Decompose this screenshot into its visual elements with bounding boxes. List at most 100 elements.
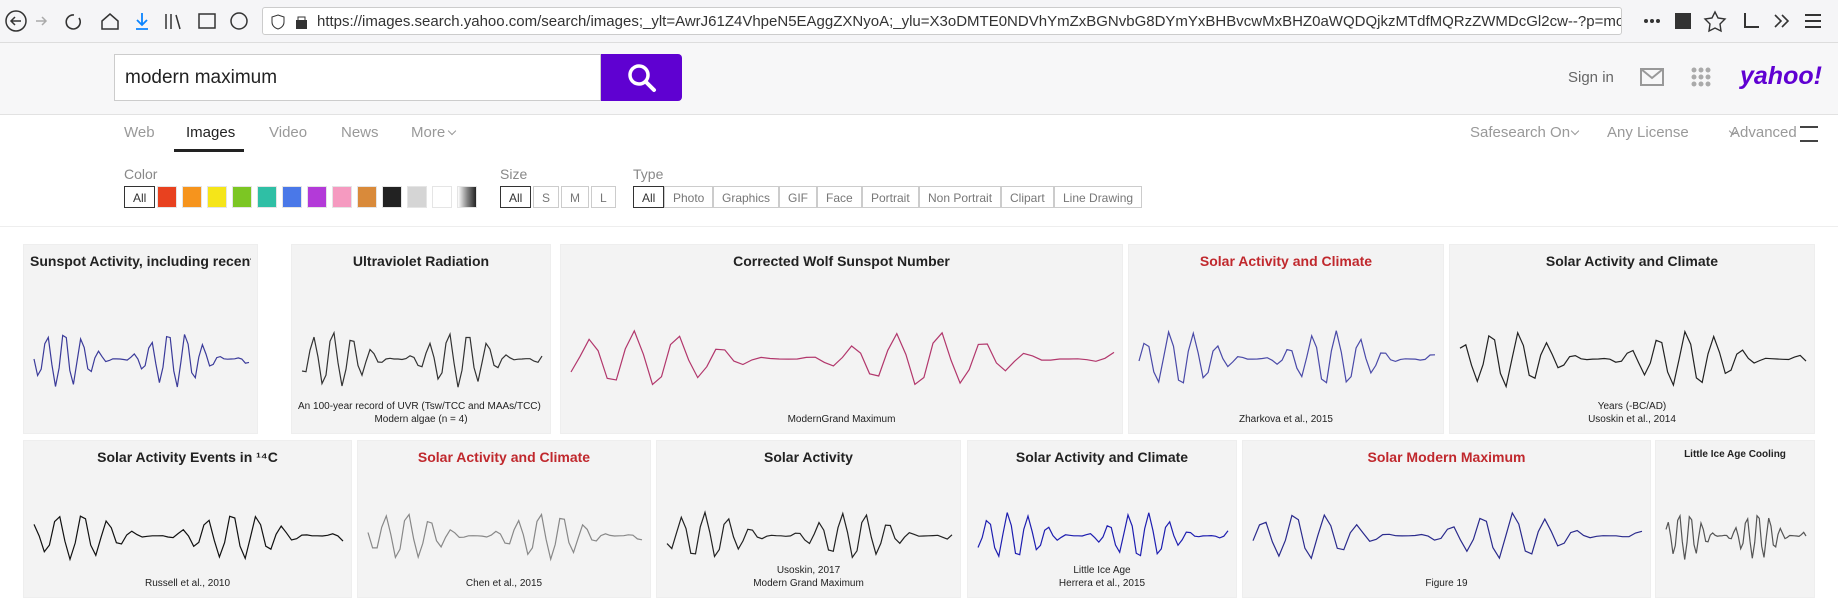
menu-icon[interactable] [1800,126,1818,142]
filter-label: Type [633,166,664,182]
size-option[interactable]: All [500,186,532,208]
color-swatch[interactable] [232,186,252,208]
divider [0,226,1838,227]
thumbnail-caption: Figure 19 [1425,578,1468,589]
thumbnail[interactable]: Solar Activity and Climate Chen et al., 2… [357,440,651,598]
type-option[interactable]: Photo [664,186,714,208]
thumbnail[interactable]: Solar Activity and Climate Zharkova et al… [1128,244,1444,434]
thumbnail-line [1138,329,1436,384]
thumbnail[interactable]: Solar Modern Maximum Figure 19 [1242,440,1651,598]
thumbnail[interactable]: Little Ice Age Cooling [1655,440,1815,598]
color-swatch[interactable] [332,186,352,208]
tab[interactable]: Video [269,124,308,141]
type-option[interactable]: Line Drawing [1054,186,1143,208]
type-option[interactable]: Clipart [1001,186,1054,208]
logo[interactable]: yahoo! [1740,62,1822,90]
type-option[interactable]: Face [817,186,862,208]
search-button[interactable] [601,54,682,101]
color-swatch[interactable] [382,186,402,208]
thumbnail-title: Sunspot Activity, including recent data [30,253,251,269]
color-swatch[interactable] [357,186,377,208]
thumbnail-title: Solar Activity and Climate [1545,253,1719,269]
thumbnail-line [1252,511,1643,560]
tab-underline [174,149,244,152]
color-swatch[interactable] [157,186,177,208]
url-bar[interactable]: https://images.search.yahoo.com/search/i… [262,7,1622,35]
type-option[interactable]: Portrait [862,186,919,208]
tab[interactable]: Images [186,124,236,141]
search-box[interactable]: modern maximum [114,54,601,101]
color-all[interactable]: All [124,186,156,208]
thumbnail[interactable]: Solar Activity and Climate Herrera et al.… [967,440,1237,598]
type-option[interactable]: All [633,186,665,208]
thumbnail[interactable]: Solar Activity and Climate Usoskin et al.… [1449,244,1815,434]
color-swatch[interactable] [457,186,477,208]
search-icon [628,64,656,92]
thumbnail-graphic [1665,513,1807,560]
size-option[interactable]: L [591,186,616,208]
header-icons [1640,67,1711,87]
thumbnail-graphic [301,330,543,388]
tab[interactable]: News [341,124,379,141]
thumbnail-graphic [570,329,1115,386]
option[interactable]: Any License [1607,124,1689,141]
option[interactable]: Advanced [1730,124,1797,141]
thumbnail-line [570,329,1115,386]
security-icons [271,14,307,30]
thumbnail-title: Solar Activity and Climate [1015,449,1189,465]
type-option[interactable]: GIF [779,186,817,208]
thumbnail-line [367,512,643,562]
thumbnail-line [33,515,344,562]
type-option[interactable]: Graphics [713,186,780,208]
browser-toolbar: https://images.search.yahoo.com/search/i… [0,0,1838,43]
size-option[interactable]: S [533,186,560,208]
thumbnail-line [666,510,953,559]
thumbnail[interactable]: Solar Activity Modern Grand Maximum Usoski… [656,440,961,598]
thumbnail-line [301,330,543,388]
thumbnail-title: Solar Activity [764,449,853,465]
type-option[interactable]: Non Portrait [919,186,1002,208]
tab[interactable]: Web [124,124,155,141]
thumbnail-caption: Little Ice Age [1073,565,1131,576]
color-swatch[interactable] [257,186,277,208]
tab[interactable]: More [411,124,446,141]
filter-label: Size [500,166,528,182]
option[interactable]: Safesearch On [1470,124,1571,141]
thumbnail-graphic [666,510,953,559]
color-swatch[interactable] [207,186,227,208]
thumbnail[interactable]: Ultraviolet Radiation Modern algae (n = 4… [291,244,551,434]
thumbnail[interactable]: Sunspot Activity, including recent data [23,244,258,434]
thumbnail-graphic [33,515,344,562]
thumbnail-line [1459,329,1807,389]
color-swatch[interactable] [282,186,302,208]
filter-label: Color [124,166,158,182]
thumbnail-graphic [1459,329,1807,389]
thumbnail[interactable]: Corrected Wolf Sunspot Number ModernGrand… [560,244,1123,434]
thumbnail-graphic [33,334,250,388]
thumbnail-caption: ModernGrand Maximum [787,414,896,425]
thumbnail-graphic [1252,511,1643,560]
thumbnail-caption: Herrera et al., 2015 [1058,578,1146,589]
thumbnail-graphic [367,512,643,562]
color-swatch[interactable] [432,186,452,208]
toolbar-icons [1644,10,1821,33]
thumbnail-title: Solar Activity Events in ¹⁴C [97,449,278,465]
thumbnail-line [977,512,1229,559]
color-swatch[interactable] [307,186,327,208]
thumbnail-title: Ultraviolet Radiation [352,253,490,269]
color-swatch[interactable] [407,186,427,208]
thumbnail-caption: Chen et al., 2015 [465,578,543,589]
sign-in[interactable]: Sign in [1568,69,1614,86]
url-text: https://images.search.yahoo.com/search/i… [317,13,1622,30]
thumbnail[interactable]: Solar Activity Events in ¹⁴C Russell et a… [23,440,352,598]
thumbnail-line [1665,513,1807,560]
thumbnail-caption: Modern algae (n = 4) [374,414,468,425]
thumbnail-caption: Usoskin et al., 2014 [1588,414,1676,425]
size-option[interactable]: M [561,186,589,208]
thumbnail-graphic [1138,329,1436,384]
chevron [1570,126,1580,136]
color-swatch[interactable] [182,186,202,208]
thumbnail-graphic [977,512,1229,559]
thumbnail-caption: An 100-year record of UVR (Tsw/TCC and M… [298,401,544,412]
